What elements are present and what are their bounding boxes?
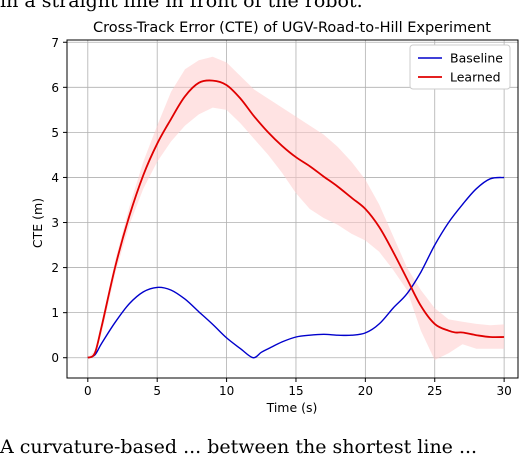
x-tick-label: 10	[219, 384, 234, 398]
y-tick-label: 3	[51, 216, 59, 230]
learned-confidence-band-layer	[87, 56, 505, 360]
x-tick-label: 0	[84, 384, 92, 398]
y-tick-label: 0	[51, 351, 59, 365]
series-line-learned	[87, 79, 505, 359]
series-line-baseline	[87, 176, 505, 359]
x-tick-label: 20	[358, 384, 373, 398]
series-layer	[87, 79, 505, 359]
y-tick-label: 5	[51, 126, 59, 140]
chart-title: Cross-Track Error (CTE) of UGV-Road-to-H…	[93, 20, 491, 36]
x-tick-label: 30	[496, 384, 511, 398]
legend-box	[409, 44, 511, 90]
legend: Baseline Learned	[409, 44, 511, 90]
x-tick-label: 15	[288, 384, 303, 398]
x-tick-label: 5	[153, 384, 161, 398]
cte-line-chart: Cross-Track Error (CTE) of UGV-Road-to-H…	[30, 20, 519, 415]
plot-frame	[66, 39, 519, 379]
y-tick-label: 4	[51, 171, 59, 185]
x-tick-label: 25	[427, 384, 442, 398]
y-axis-label: CTE (m)	[30, 198, 45, 248]
y-tick-label: 6	[51, 81, 59, 95]
y-tick-label: 7	[51, 36, 59, 50]
grid	[67, 40, 518, 378]
y-tick-label: 2	[51, 261, 59, 275]
y-tick-label: 1	[51, 306, 59, 320]
axis-ticks: 0 5 10 15 20 25 30 0 1 2 3 4 5 6 7	[51, 36, 511, 398]
legend-label-baseline: Baseline	[450, 51, 503, 66]
page-text-top: in a straight line in front of the robot…	[0, 0, 363, 12]
legend-label-learned: Learned	[450, 70, 501, 85]
x-axis-label: Time (s)	[266, 400, 318, 415]
learned-confidence-band	[87, 56, 505, 360]
